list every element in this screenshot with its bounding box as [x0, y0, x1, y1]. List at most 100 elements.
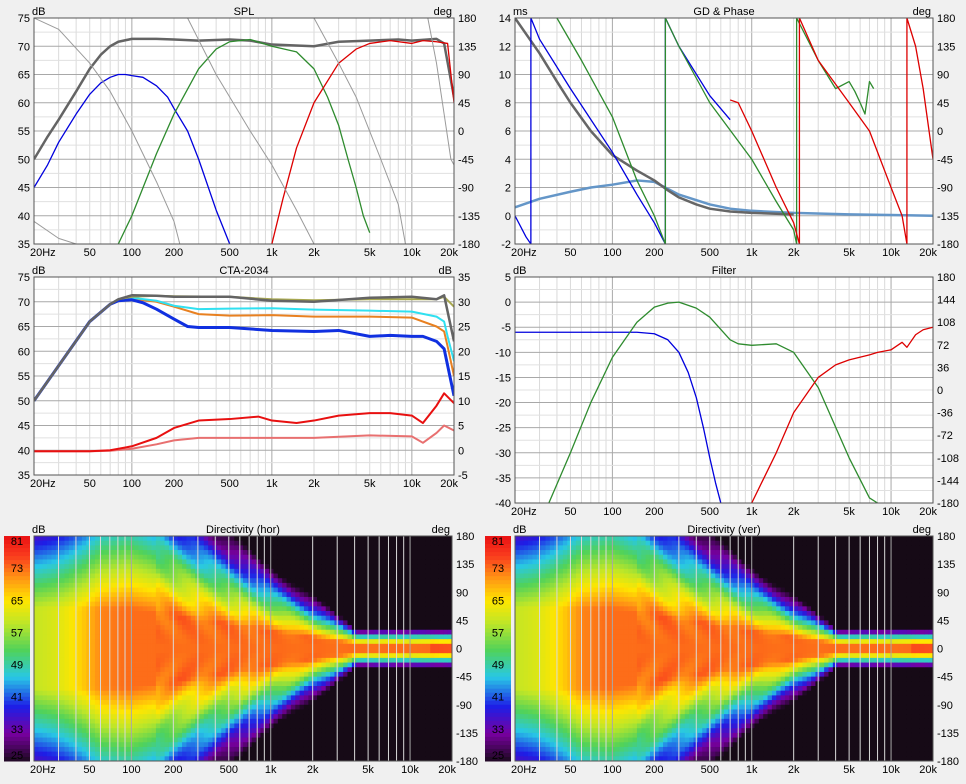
heatmap-cell [348, 559, 353, 564]
heatmap-cell [51, 597, 56, 602]
heatmap-cell [326, 752, 331, 757]
heatmap-cell [104, 630, 109, 635]
heatmap-cell [443, 634, 448, 639]
heatmap-cell [64, 550, 69, 555]
heatmap-cell [408, 555, 413, 560]
heatmap-cell [278, 559, 283, 564]
heatmap-cell [47, 742, 52, 747]
heatmap-cell [152, 691, 157, 696]
heatmap-cell [64, 686, 69, 691]
y-right-tick-label: -45 [937, 154, 953, 166]
heatmap-cell [413, 634, 418, 639]
heatmap-cell [321, 742, 326, 747]
heatmap-cell [43, 742, 48, 747]
heatmap-cell [265, 738, 270, 743]
heatmap-cell [330, 752, 335, 757]
heatmap-cell [173, 714, 178, 719]
heatmap-cell [330, 559, 335, 564]
heatmap-cell [374, 738, 379, 743]
heatmap-cell [321, 602, 326, 607]
heatmap-cell [339, 545, 344, 550]
heatmap-cell [330, 663, 335, 668]
heatmap-cell [269, 559, 274, 564]
heatmap-cell [112, 681, 117, 686]
heatmap-cell [413, 752, 418, 757]
heatmap-cell [439, 564, 444, 569]
heatmap-cell [51, 705, 56, 710]
heatmap-cell [199, 752, 204, 757]
heatmap-cell [34, 639, 39, 644]
heatmap-cell [112, 653, 117, 658]
heatmap-cell [369, 569, 374, 574]
heatmap-cell [34, 733, 39, 738]
heatmap-cell [125, 545, 130, 550]
heatmap-cell [343, 714, 348, 719]
heatmap-cell [265, 578, 270, 583]
heatmap-cell [369, 578, 374, 583]
heatmap-cell [204, 700, 209, 705]
heatmap-cell [422, 583, 427, 588]
heatmap-cell [60, 555, 65, 560]
heatmap-cell [221, 592, 226, 597]
heatmap-cell [391, 714, 396, 719]
heatmap-cell [217, 667, 222, 672]
heatmap-cell [38, 653, 43, 658]
heatmap-cell [47, 606, 52, 611]
heatmap-cell [91, 649, 96, 654]
heatmap-cell [165, 649, 170, 654]
heatmap-cell [139, 738, 144, 743]
heatmap-cell [413, 639, 418, 644]
heatmap-cell [430, 634, 435, 639]
heatmap-cell [265, 616, 270, 621]
heatmap-cell [104, 564, 109, 569]
heatmap-cell [247, 742, 252, 747]
heatmap-cell [38, 686, 43, 691]
heatmap-cell [361, 752, 366, 757]
heatmap-cell [165, 634, 170, 639]
heatmap-cell [265, 705, 270, 710]
heatmap-cell [313, 550, 318, 555]
heatmap-cell [426, 588, 431, 593]
heatmap-cell [143, 611, 148, 616]
heatmap-cell [247, 714, 252, 719]
heatmap-cell [112, 569, 117, 574]
heatmap-cell [69, 630, 74, 635]
heatmap-cell [422, 714, 427, 719]
heatmap-cell [282, 639, 287, 644]
heatmap-cell [147, 639, 152, 644]
heatmap-cell [91, 700, 96, 705]
heatmap-cell [369, 602, 374, 607]
heatmap-cell [34, 588, 39, 593]
heatmap-cell [265, 681, 270, 686]
heatmap-cell [278, 536, 283, 541]
heatmap-cell [430, 541, 435, 546]
heatmap-cell [413, 691, 418, 696]
heatmap-cell [221, 574, 226, 579]
heatmap-cell [217, 555, 222, 560]
heatmap-cell [369, 700, 374, 705]
heatmap-cell [134, 747, 139, 752]
heatmap-cell [221, 691, 226, 696]
heatmap-cell [321, 620, 326, 625]
heatmap-cell [95, 747, 100, 752]
heatmap-cell [317, 578, 322, 583]
heatmap-cell [247, 588, 252, 593]
heatmap-cell [199, 602, 204, 607]
heatmap-cell [247, 555, 252, 560]
heatmap-cell [339, 709, 344, 714]
heatmap-cell [64, 653, 69, 658]
heatmap-cell [339, 639, 344, 644]
y-right-tick-label: 180 [458, 13, 476, 25]
heatmap-cell [208, 578, 213, 583]
heatmap-cell [112, 559, 117, 564]
heatmap-cell [278, 714, 283, 719]
heatmap-cell [300, 677, 305, 682]
heatmap-cell [417, 700, 422, 705]
heatmap-cell [78, 667, 83, 672]
heatmap-cell [247, 752, 252, 757]
heatmap-cell [104, 625, 109, 630]
heatmap-cell [304, 592, 309, 597]
heatmap-cell [86, 742, 91, 747]
heatmap-cell [43, 578, 48, 583]
heatmap-cell [82, 639, 87, 644]
